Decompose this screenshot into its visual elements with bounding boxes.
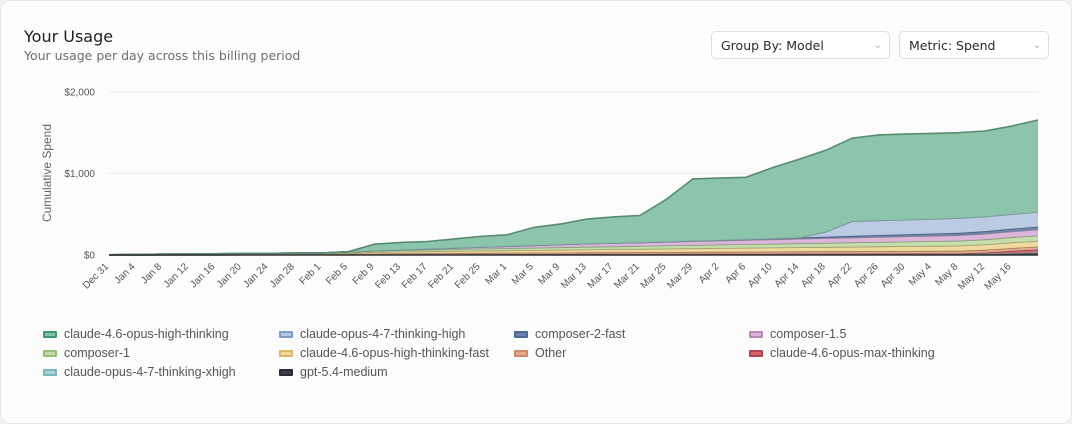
x-tick-label: Jan 28 xyxy=(268,261,297,290)
x-tick-label: Apr 10 xyxy=(746,261,775,290)
x-tick-label: Apr 22 xyxy=(826,261,855,290)
x-tick-label: Mar 21 xyxy=(612,261,642,291)
legend-item[interactable]: composer-1 xyxy=(43,346,130,360)
legend-label: claude-4.6-opus-high-thinking-fast xyxy=(300,346,489,360)
x-tick-label: Jan 12 xyxy=(162,261,191,290)
legend-label: composer-2-fast xyxy=(535,327,626,341)
legend-item[interactable]: claude-opus-4-7-thinking-xhigh xyxy=(43,365,236,379)
x-tick-label: Mar 29 xyxy=(665,261,695,291)
legend-swatch xyxy=(514,349,528,357)
line-claude-4.6-opus-high-thinking xyxy=(108,119,1039,256)
area-composer-1.5 xyxy=(109,229,1038,255)
legend-label: composer-1.5 xyxy=(770,327,847,341)
legend-swatch xyxy=(279,330,293,338)
page-title: Your Usage xyxy=(24,27,114,46)
legend-item[interactable]: claude-4.6-opus-high-thinking xyxy=(43,327,229,341)
legend-label: claude-4.6-opus-max-thinking xyxy=(770,346,935,360)
x-tick-label: Mar 1 xyxy=(483,261,509,287)
legend-swatch xyxy=(279,349,293,357)
legend-label: Other xyxy=(535,346,567,360)
x-tick-label: Apr 30 xyxy=(879,261,908,290)
x-tick-label: Jan 20 xyxy=(215,261,244,290)
legend-label: claude-opus-4-7-thinking-high xyxy=(300,327,466,341)
legend-label: claude-opus-4-7-thinking-xhigh xyxy=(64,365,236,379)
area-claude-4.6-opus-high-thinking xyxy=(109,120,1038,255)
group-by-select[interactable]: Group By: Model ⌄ xyxy=(711,31,890,59)
legend-swatch xyxy=(43,330,57,338)
legend-item[interactable]: claude-4.6-opus-high-thinking-fast xyxy=(279,346,489,360)
legend-item[interactable]: Other xyxy=(514,346,566,360)
legend-item[interactable]: gpt-5.4-medium xyxy=(279,365,388,379)
x-tick-label: Jan 4 xyxy=(113,261,138,286)
x-tick-label: May 4 xyxy=(907,261,934,288)
legend-label: composer-1 xyxy=(64,346,130,360)
x-tick-label: Feb 13 xyxy=(373,261,403,291)
x-tick-label: May 16 xyxy=(983,261,1014,292)
chevron-down-icon: ⌄ xyxy=(873,40,882,51)
x-tick-label: Apr 2 xyxy=(697,261,722,286)
group-by-value: Group By: Model xyxy=(721,38,824,53)
x-tick-label: Apr 6 xyxy=(723,261,748,286)
x-tick-label: Feb 5 xyxy=(324,261,350,287)
x-tick-label: Feb 17 xyxy=(400,261,430,291)
x-tick-label: Mar 5 xyxy=(510,261,536,287)
page-subtitle: Your usage per day across this billing p… xyxy=(24,48,301,63)
x-tick-label: May 12 xyxy=(956,261,987,292)
x-tick-label: Apr 26 xyxy=(852,261,881,290)
chevron-down-icon: ⌄ xyxy=(1032,40,1041,51)
legend-item[interactable]: composer-1.5 xyxy=(749,327,846,341)
legend-label: claude-4.6-opus-high-thinking xyxy=(64,327,229,341)
legend-item[interactable]: composer-2-fast xyxy=(514,327,625,341)
x-tick-label: Feb 21 xyxy=(426,261,456,291)
legend-swatch xyxy=(43,368,57,376)
x-tick-label: Apr 14 xyxy=(773,261,802,290)
legend-swatch xyxy=(514,330,528,338)
x-tick-label: Feb 1 xyxy=(298,261,324,287)
legend-swatch xyxy=(43,349,57,357)
area-claude-opus-4-7-thinking-high xyxy=(109,212,1038,255)
x-tick-label: Mar 17 xyxy=(586,261,616,291)
area-claude-4.6-opus-high-thinking-fast xyxy=(109,240,1038,255)
x-tick-label: Jan 24 xyxy=(241,261,270,290)
area-Other xyxy=(109,246,1038,255)
legend-swatch xyxy=(749,330,763,338)
y-axis-title: Cumulative Spend xyxy=(40,124,54,222)
legend-swatch xyxy=(279,368,293,376)
area-composer-1 xyxy=(109,235,1038,255)
y-tick-label: $2,000 xyxy=(64,88,95,99)
x-tick-label: Apr 18 xyxy=(799,261,828,290)
x-tick-label: Mar 25 xyxy=(639,261,669,291)
y-tick-label: $1,000 xyxy=(64,169,95,180)
legend-item[interactable]: claude-4.6-opus-max-thinking xyxy=(749,346,935,360)
metric-value: Metric: Spend xyxy=(909,38,996,53)
legend-swatch xyxy=(749,349,763,357)
metric-select[interactable]: Metric: Spend ⌄ xyxy=(899,31,1049,59)
y-tick-label: $0 xyxy=(84,251,96,262)
x-tick-label: Mar 13 xyxy=(559,261,589,291)
legend-item[interactable]: claude-opus-4-7-thinking-high xyxy=(279,327,465,341)
x-tick-label: Jan 16 xyxy=(188,261,217,290)
legend-label: gpt-5.4-medium xyxy=(300,365,388,379)
x-tick-label: Feb 25 xyxy=(453,261,483,291)
x-tick-label: Dec 31 xyxy=(81,261,111,291)
